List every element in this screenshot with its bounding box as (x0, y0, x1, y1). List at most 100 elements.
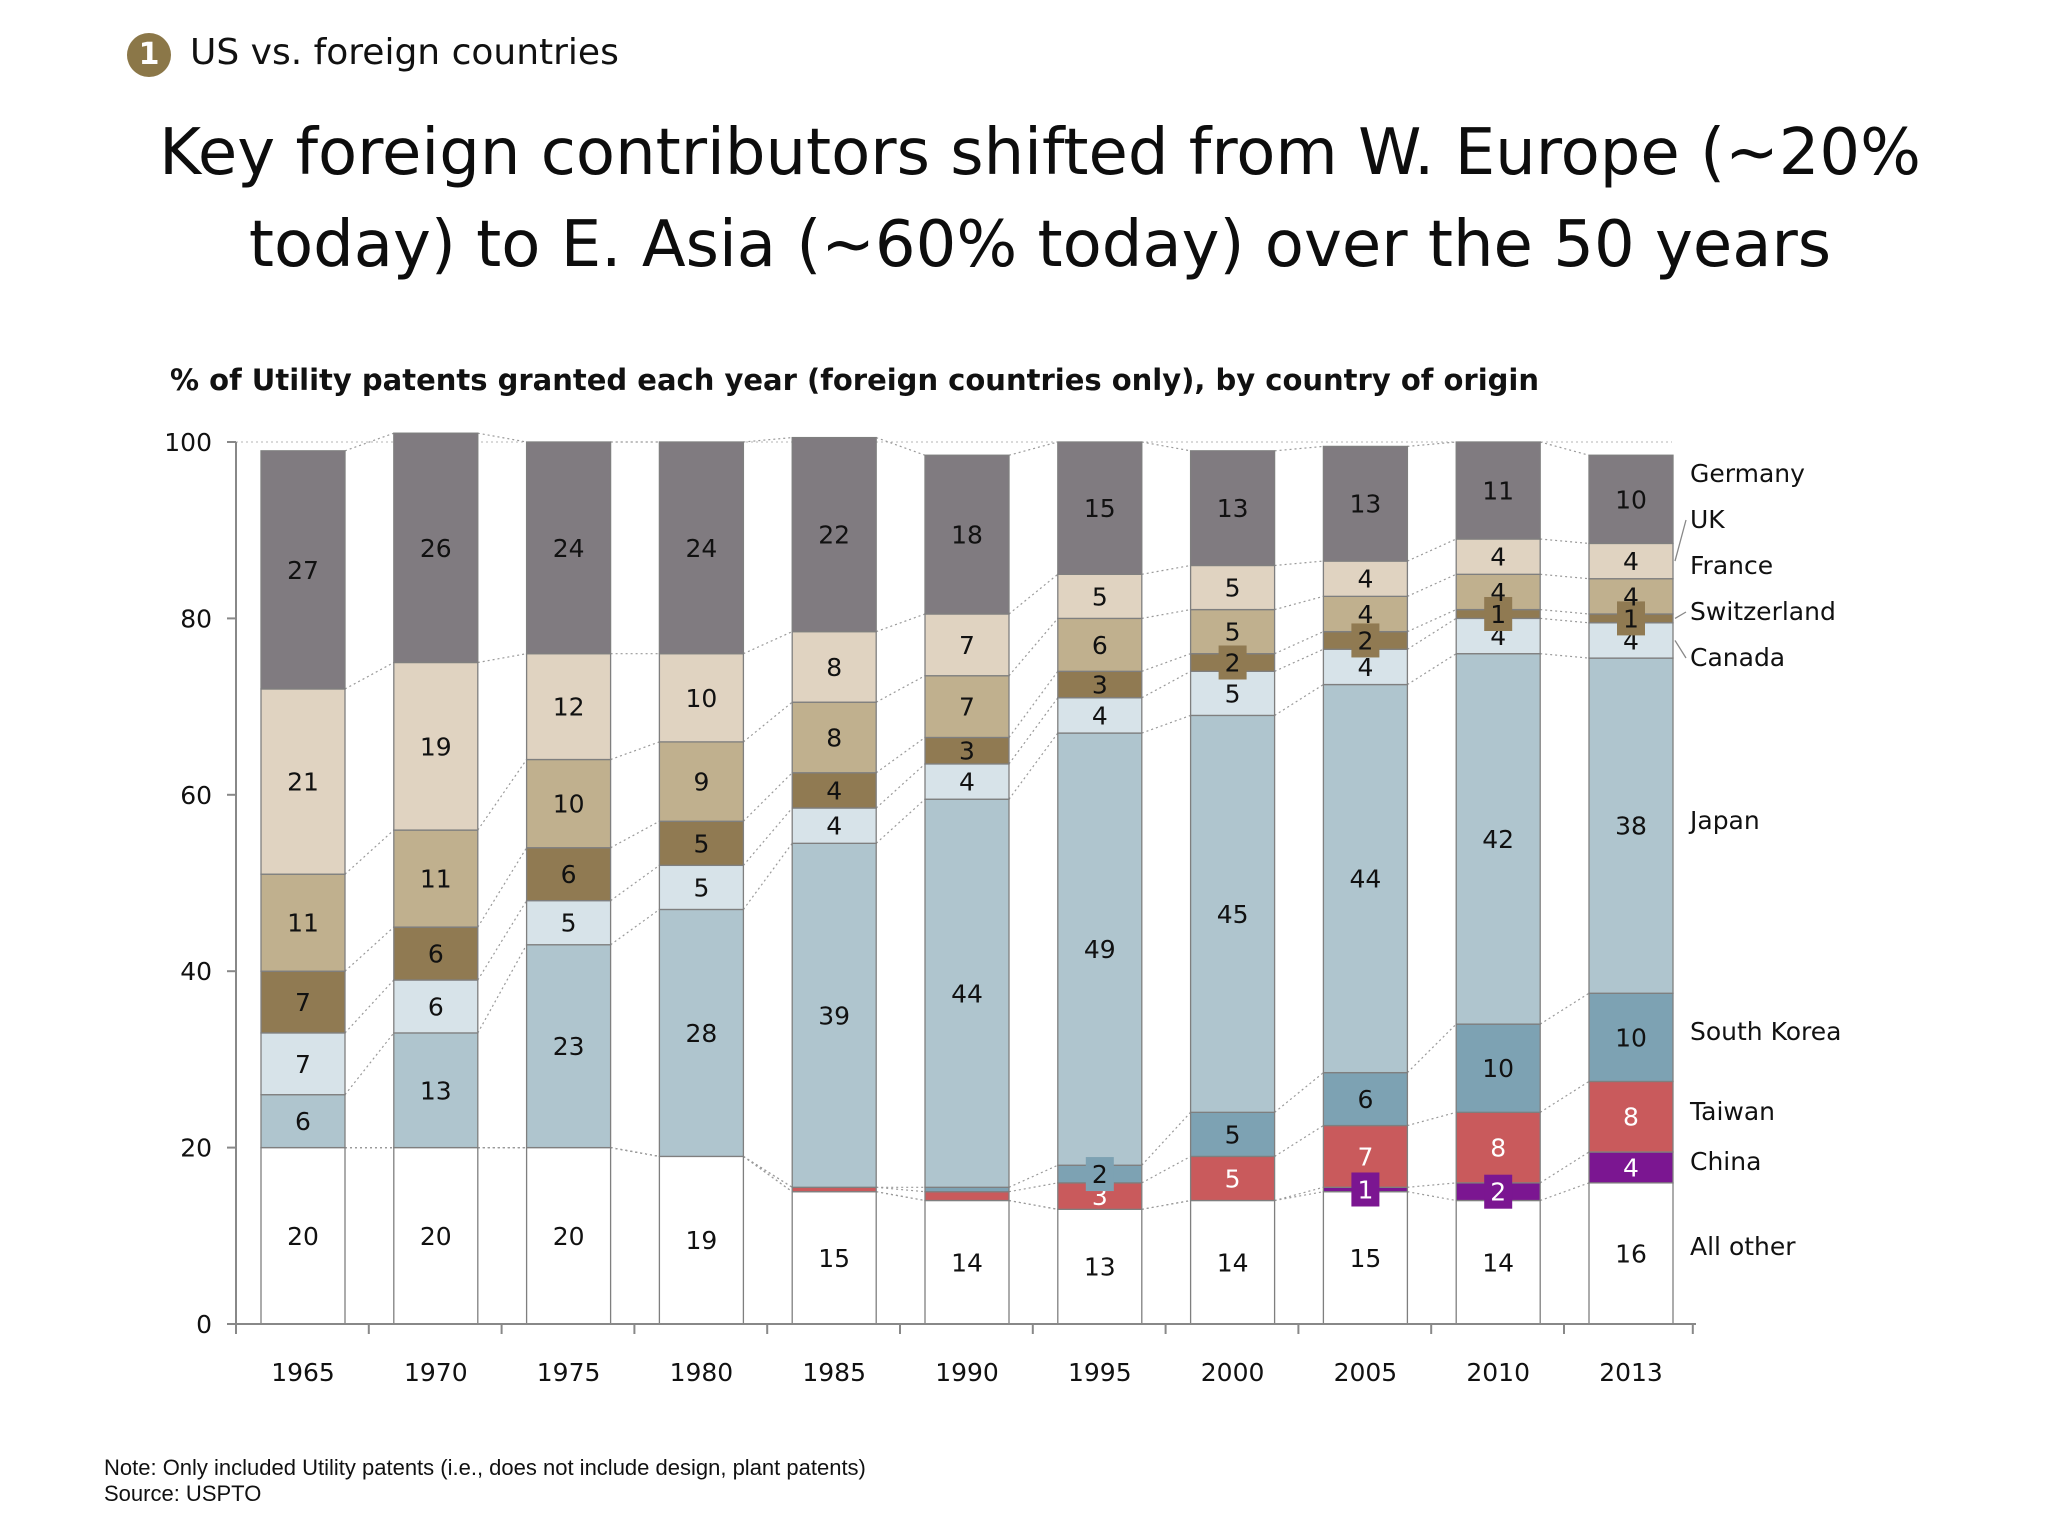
bar-segment (658, 864, 745, 911)
connector-line (1008, 1199, 1058, 1210)
value-label: 4 (1623, 582, 1639, 611)
x-tick-label: 1975 (537, 1358, 601, 1387)
value-label: 21 (287, 768, 319, 797)
value-label: 2 (1357, 626, 1373, 655)
value-tag (1484, 596, 1513, 631)
x-tick-label: 1965 (271, 1358, 335, 1387)
connector-line (1274, 1191, 1324, 1202)
bar-segment (1057, 573, 1143, 620)
bar-segment (924, 798, 1010, 1188)
bar-segment (1057, 441, 1143, 575)
value-label: 26 (420, 534, 452, 563)
value-label: 4 (1490, 543, 1506, 572)
bar-segment (525, 758, 612, 849)
x-tick-label: 1970 (404, 1358, 468, 1387)
legend-label: Switzerland (1690, 597, 1836, 626)
value-label: 3 (959, 737, 975, 766)
value-label: 15 (1084, 494, 1116, 523)
legend-label: UK (1690, 505, 1725, 534)
connector-line (1407, 441, 1457, 448)
bar-segment (1057, 617, 1143, 672)
connector-line (344, 1032, 395, 1096)
value-label: 5 (1225, 679, 1241, 708)
bar-segment (791, 630, 877, 703)
value-tag (1351, 623, 1380, 658)
x-tick-label: 2000 (1201, 1358, 1265, 1387)
x-tick-label: 2010 (1466, 1358, 1530, 1387)
value-label: 13 (420, 1076, 452, 1105)
bar-segment (1588, 1151, 1674, 1184)
value-label: 5 (1225, 574, 1241, 603)
connector-line (1141, 670, 1191, 699)
value-tag (1617, 601, 1645, 636)
value-label: 19 (420, 732, 452, 761)
bar-segment (260, 688, 346, 875)
bar-segment (393, 1032, 479, 1149)
value-label: 6 (428, 992, 444, 1021)
connector-line (1141, 1199, 1191, 1210)
value-label: 8 (1623, 1103, 1639, 1132)
x-tick-label: 1980 (670, 1358, 734, 1387)
bar-segment (1588, 657, 1674, 994)
x-tick-label: 2013 (1599, 1358, 1663, 1387)
value-label: 23 (553, 1032, 585, 1061)
connector-line (344, 432, 395, 452)
legend-label: China (1690, 1147, 1761, 1176)
value-tag (1484, 1174, 1513, 1209)
bar-segment (260, 1032, 346, 1096)
value-tag (1218, 645, 1247, 680)
legend-label: All other (1690, 1232, 1796, 1261)
value-label: 7 (295, 988, 311, 1017)
bar-segment (1322, 683, 1409, 1074)
title-line-1: Key foreign contributors shifted from W.… (159, 116, 1921, 190)
bar-segment (1588, 1182, 1674, 1325)
connector-line (875, 613, 926, 633)
value-label: 6 (1092, 631, 1108, 660)
value-label: 4 (1357, 653, 1373, 682)
title-line-2: today) to E. Asia (~60% today) over the … (248, 208, 1832, 282)
value-label: 11 (1482, 477, 1514, 506)
value-label: 6 (295, 1107, 311, 1136)
value-label: 19 (685, 1226, 717, 1255)
connector-line (1539, 1080, 1590, 1113)
chart-subtitle: % of Utility patents granted each year (… (170, 363, 1539, 397)
bar-segment (1455, 1199, 1541, 1325)
value-label: 44 (951, 979, 983, 1008)
connector-line (1274, 595, 1324, 611)
connector-line (1406, 1023, 1457, 1074)
y-tick-label: 0 (196, 1310, 212, 1339)
connector-line (1141, 653, 1191, 672)
connector-line (1539, 1151, 1590, 1184)
bar-segment (1455, 538, 1541, 575)
bar-segment (525, 847, 612, 902)
bar-segment (1322, 1191, 1409, 1325)
connector-line (1274, 560, 1324, 567)
section-number-badge: 1 (127, 33, 171, 77)
bar-segment (393, 979, 479, 1034)
bar-segment (1322, 560, 1409, 598)
connector-line (742, 807, 793, 866)
value-label: 5 (561, 909, 577, 938)
connector-line (1540, 573, 1590, 580)
value-label: 6 (561, 860, 577, 889)
connector-line (1274, 631, 1324, 655)
connector-line (1274, 1125, 1324, 1157)
connector-line (1008, 441, 1058, 456)
y-tick-label: 60 (180, 781, 212, 810)
value-label: 22 (818, 521, 850, 550)
value-label: 20 (553, 1222, 585, 1251)
bar-segment (791, 436, 877, 633)
bar-segment (260, 970, 346, 1034)
connector-line (743, 436, 793, 443)
connector-line (610, 864, 660, 902)
connector-line (1141, 1111, 1192, 1166)
connector-line (1274, 445, 1324, 452)
connector-line (743, 631, 793, 655)
bar-segment (924, 613, 1010, 677)
value-label: 7 (295, 1050, 311, 1079)
value-label: 28 (685, 1019, 717, 1048)
connector-line (1274, 1072, 1324, 1113)
connector-line (875, 763, 926, 809)
connector-line (1540, 441, 1590, 456)
